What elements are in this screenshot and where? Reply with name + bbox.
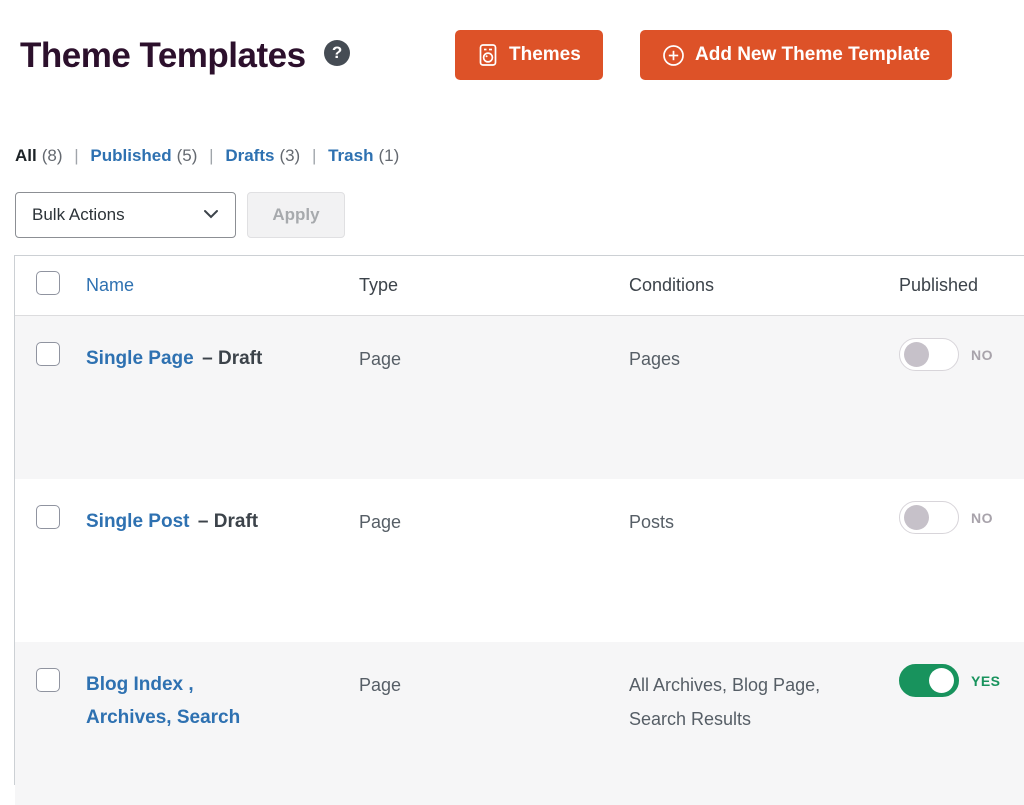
template-type: Page (359, 342, 629, 376)
table-row: Single Page – Draft Page Pages NO (15, 316, 1024, 479)
filter-separator: | (312, 146, 316, 165)
select-all-checkbox[interactable] (36, 271, 60, 295)
published-state-label: YES (971, 673, 1001, 689)
filter-separator: | (209, 146, 213, 165)
filter-all[interactable]: All (15, 146, 37, 165)
page-title: Theme Templates (20, 30, 306, 82)
published-state-label: NO (971, 510, 993, 526)
toggle-knob (904, 342, 929, 367)
published-state-label: NO (971, 347, 993, 363)
filter-drafts-count: (3) (279, 146, 300, 165)
filter-drafts[interactable]: Drafts (225, 146, 274, 165)
template-draft-suffix: – Draft (198, 511, 258, 532)
row-checkbox[interactable] (36, 668, 60, 692)
column-header-conditions: Conditions (629, 275, 899, 296)
template-type: Page (359, 668, 629, 702)
add-new-button-label: Add New Theme Template (695, 44, 930, 66)
page-header: Theme Templates ? Themes Add New Theme T… (20, 30, 1024, 82)
themes-button-label: Themes (509, 44, 581, 66)
row-checkbox[interactable] (36, 505, 60, 529)
chevron-down-icon (203, 206, 219, 224)
column-header-type: Type (359, 275, 629, 296)
template-draft-suffix: – Draft (202, 348, 262, 369)
template-conditions: Posts (629, 505, 674, 539)
add-new-theme-template-button[interactable]: Add New Theme Template (640, 30, 952, 80)
bulk-actions-selected-value: Bulk Actions (32, 205, 203, 225)
column-header-published: Published (899, 275, 1024, 296)
apply-button[interactable]: Apply (247, 192, 345, 238)
help-icon[interactable]: ? (324, 40, 350, 66)
template-name-link[interactable]: Single Page (86, 348, 194, 369)
themes-button[interactable]: Themes (455, 30, 603, 80)
template-name-link[interactable]: Single Post (86, 511, 189, 532)
bulk-actions-bar: Bulk Actions Apply (15, 192, 345, 238)
filter-trash-count: (1) (378, 146, 399, 165)
toggle-knob (929, 668, 954, 693)
table-row: Blog Index , Archives, Search Page All A… (15, 642, 1024, 805)
template-name-link[interactable]: Blog Index , Archives, Search (86, 668, 266, 735)
template-conditions: All Archives, Blog Page, Search Results (629, 668, 829, 736)
bulk-actions-select[interactable]: Bulk Actions (15, 192, 236, 238)
published-toggle[interactable] (899, 338, 959, 371)
filter-trash[interactable]: Trash (328, 146, 373, 165)
plus-circle-icon (662, 44, 685, 67)
filter-published-count: (5) (177, 146, 198, 165)
filter-all-count: (8) (42, 146, 63, 165)
column-header-name[interactable]: Name (86, 275, 359, 296)
published-toggle[interactable] (899, 501, 959, 534)
themes-icon (477, 43, 499, 67)
filter-published[interactable]: Published (90, 146, 171, 165)
table-header-row: Name Type Conditions Published (15, 256, 1024, 316)
template-type: Page (359, 505, 629, 539)
table-row: Single Post – Draft Page Posts NO (15, 479, 1024, 642)
published-toggle[interactable] (899, 664, 959, 697)
toggle-knob (904, 505, 929, 530)
filter-separator: | (74, 146, 78, 165)
row-checkbox[interactable] (36, 342, 60, 366)
theme-templates-table: Name Type Conditions Published Single Pa… (14, 255, 1024, 785)
template-conditions: Pages (629, 342, 680, 376)
status-filters: All (8) | Published (5) | Drafts (3) | Tras… (15, 146, 399, 166)
